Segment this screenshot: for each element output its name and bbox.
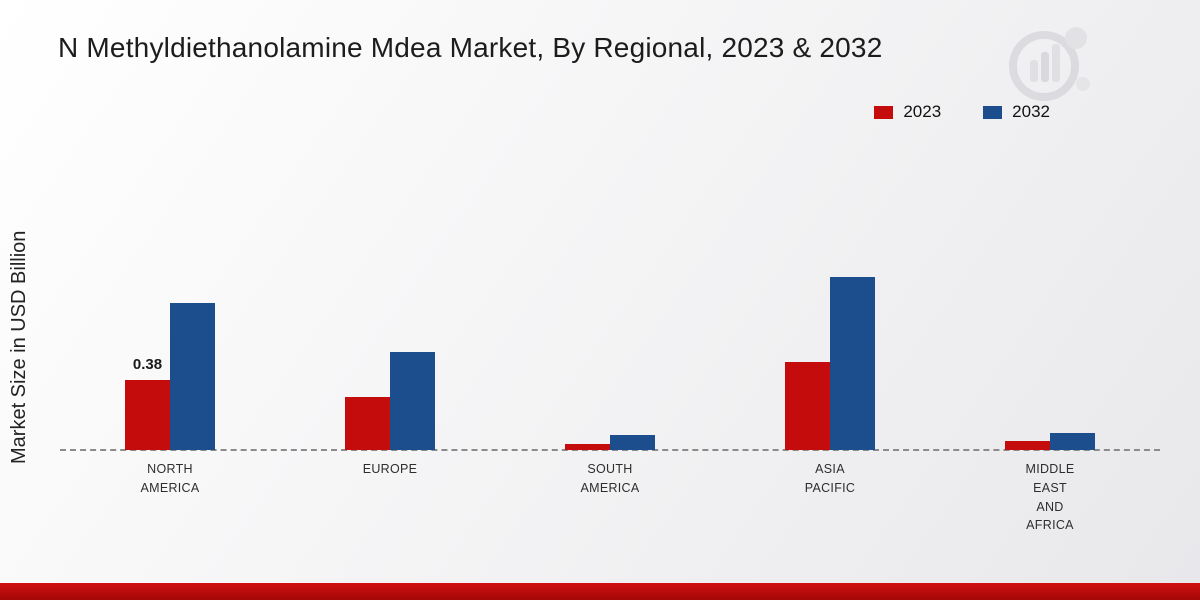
- bar-2023-south-america: [565, 444, 610, 450]
- bar-2023-asia-pacific: [785, 362, 830, 450]
- bars-asia-pacific: [785, 250, 875, 450]
- y-axis-label: Market Size in USD Billion: [8, 230, 30, 464]
- bar-2032-asia-pacific: [830, 277, 875, 450]
- bar-group-asia-pacific: ASIA PACIFIC: [720, 250, 940, 495]
- legend-item-2032: 2032: [983, 102, 1050, 122]
- category-label-middle-east-and-africa: MIDDLE EAST AND AFRICA: [1025, 462, 1075, 533]
- chart-title: N Methyldiethanolamine Mdea Market, By R…: [58, 32, 883, 63]
- bar-2023-north-america: 0.38: [125, 356, 170, 450]
- bar-2032-north-america: [170, 303, 215, 450]
- data-label-2023-north-america: 0.38: [132, 356, 163, 373]
- bars-south-america: [565, 250, 655, 450]
- bar-group-south-america: SOUTH AMERICA: [500, 250, 720, 495]
- legend-swatch-2032: [983, 105, 1003, 119]
- legend-item-2023: 2023: [874, 102, 941, 122]
- bar-group-europe: EUROPE: [280, 250, 500, 476]
- bar-group-middle-east-and-africa: MIDDLE EAST AND AFRICA: [940, 250, 1160, 532]
- bar-group-north-america: 0.38 NORTH AMERICA: [60, 250, 280, 495]
- bars-north-america: 0.38: [125, 250, 215, 450]
- category-label-north-america: NORTH AMERICA: [140, 462, 200, 495]
- category-label-asia-pacific: ASIA PACIFIC: [804, 462, 856, 495]
- bar-2032-europe: [390, 352, 435, 450]
- mrfr-logo-watermark-icon: [1009, 27, 1090, 101]
- legend-swatch-2023: [874, 105, 894, 119]
- bar-2023-europe: [345, 397, 390, 450]
- bar-groups: 0.38 NORTH AMERICA EUROPE SOUTH AMERICA ASIA…: [60, 250, 1160, 532]
- bars-europe: [345, 250, 435, 450]
- bar-2023-middle-east-and-africa: [1005, 441, 1050, 450]
- category-label-europe: EUROPE: [362, 462, 418, 476]
- footer-accent-bar: [0, 583, 1200, 600]
- legend-label-2023: 2023: [903, 102, 942, 121]
- bars-middle-east-and-africa: [1005, 250, 1095, 450]
- bar-2032-middle-east-and-africa: [1050, 433, 1095, 450]
- bar-2032-south-america: [610, 435, 655, 450]
- legend: 2023 2032: [874, 102, 1050, 122]
- legend-label-2032: 2032: [1012, 102, 1050, 121]
- category-label-south-america: SOUTH AMERICA: [580, 462, 640, 495]
- x-axis-baseline: [60, 449, 1160, 451]
